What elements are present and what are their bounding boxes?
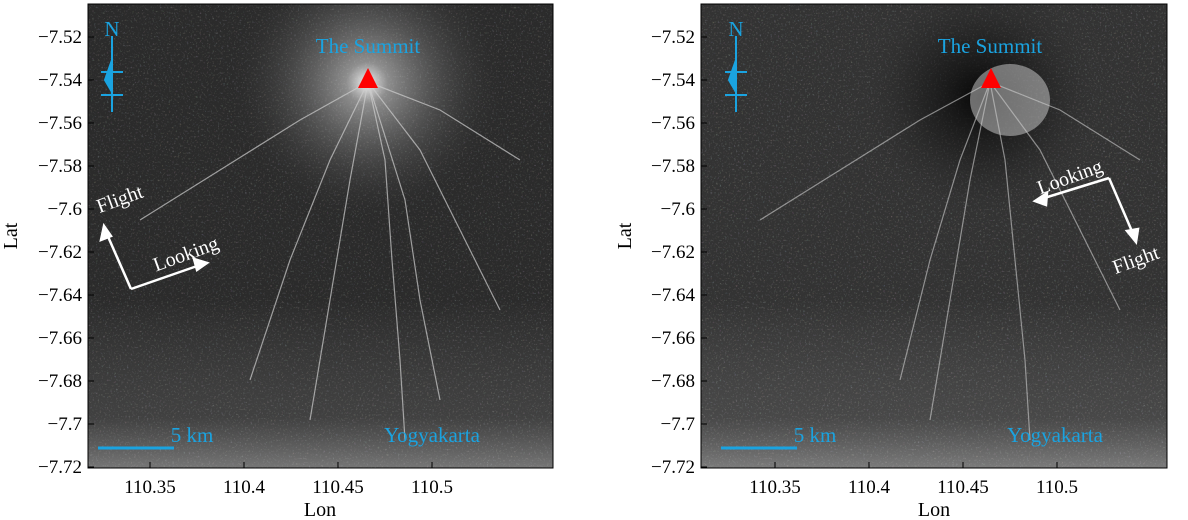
left-map-panel: −7.52 −7.54 −7.56 −7.58 −7.6 −7.62 −7.64… <box>0 3 554 520</box>
x-axis-label: Lon <box>304 499 336 520</box>
flight-looking-arrows-icon <box>1032 176 1140 245</box>
scale-label: 5 km <box>794 423 837 447</box>
y-tick-label: −7.6 <box>48 199 82 220</box>
y-tick-label: −7.72 <box>651 457 695 478</box>
left-axes-frame <box>87 3 554 469</box>
y-tick-label: −7.68 <box>38 371 82 392</box>
right-axes-frame <box>700 3 1168 469</box>
north-arrow-icon <box>101 36 123 112</box>
x-axis-label: Lon <box>918 499 950 520</box>
y-tick-label: −7.52 <box>651 27 695 48</box>
city-label: Yogyakarta <box>1007 423 1104 447</box>
y-tick-label: −7.62 <box>651 242 695 263</box>
left-x-ticks <box>149 462 433 468</box>
y-tick-label: −7.56 <box>651 113 695 134</box>
left-y-tick-labels: −7.52 −7.54 −7.56 −7.58 −7.6 −7.62 −7.64… <box>38 27 82 478</box>
y-tick-label: −7.7 <box>48 414 82 435</box>
y-axis-label: Lat <box>614 222 636 249</box>
y-tick-label: −7.7 <box>661 414 695 435</box>
y-tick-label: −7.58 <box>38 156 82 177</box>
x-tick-label: 110.35 <box>124 477 176 498</box>
x-tick-label: 110.4 <box>223 477 266 498</box>
summit-marker-icon <box>358 68 378 88</box>
right-y-ticks <box>701 36 707 468</box>
scale-label: 5 km <box>171 423 214 447</box>
x-tick-label: 110.5 <box>1036 477 1078 498</box>
summit-label: The Summit <box>316 34 421 58</box>
y-tick-label: −7.58 <box>651 156 695 177</box>
north-label: N <box>104 17 119 41</box>
y-tick-label: −7.64 <box>38 285 82 306</box>
right-map-panel: −7.52 −7.54 −7.56 −7.58 −7.6 −7.62 −7.64… <box>614 3 1168 520</box>
left-x-tick-labels: 110.35 110.4 110.45 110.5 <box>124 477 453 498</box>
y-tick-label: −7.64 <box>651 285 695 306</box>
y-tick-label: −7.66 <box>651 328 695 349</box>
x-tick-label: 110.45 <box>937 477 989 498</box>
x-tick-label: 110.45 <box>312 477 364 498</box>
y-tick-label: −7.54 <box>38 70 82 91</box>
y-axis-label: Lat <box>0 222 22 249</box>
right-x-ticks <box>774 462 1058 468</box>
left-sar-image <box>88 4 553 468</box>
x-tick-label: 110.4 <box>848 477 891 498</box>
y-tick-label: −7.52 <box>38 27 82 48</box>
y-tick-label: −7.66 <box>38 328 82 349</box>
y-tick-label: −7.68 <box>651 371 695 392</box>
summit-marker-icon <box>981 68 1001 88</box>
x-tick-label: 110.5 <box>411 477 453 498</box>
city-label: Yogyakarta <box>384 423 481 447</box>
y-tick-label: −7.62 <box>38 242 82 263</box>
y-tick-label: −7.56 <box>38 113 82 134</box>
summit-label: The Summit <box>938 34 1043 58</box>
right-x-tick-labels: 110.35 110.4 110.45 110.5 <box>749 477 1078 498</box>
x-tick-label: 110.35 <box>749 477 801 498</box>
right-y-tick-labels: −7.52 −7.54 −7.56 −7.58 −7.6 −7.62 −7.64… <box>651 27 695 478</box>
right-sar-image <box>701 4 1167 468</box>
y-tick-label: −7.6 <box>661 199 695 220</box>
flight-looking-arrows-icon <box>99 222 210 291</box>
left-y-ticks <box>88 36 94 468</box>
y-tick-label: −7.72 <box>38 457 82 478</box>
north-arrow-icon <box>725 36 747 112</box>
north-label: N <box>728 17 743 41</box>
y-tick-label: −7.54 <box>651 70 695 91</box>
